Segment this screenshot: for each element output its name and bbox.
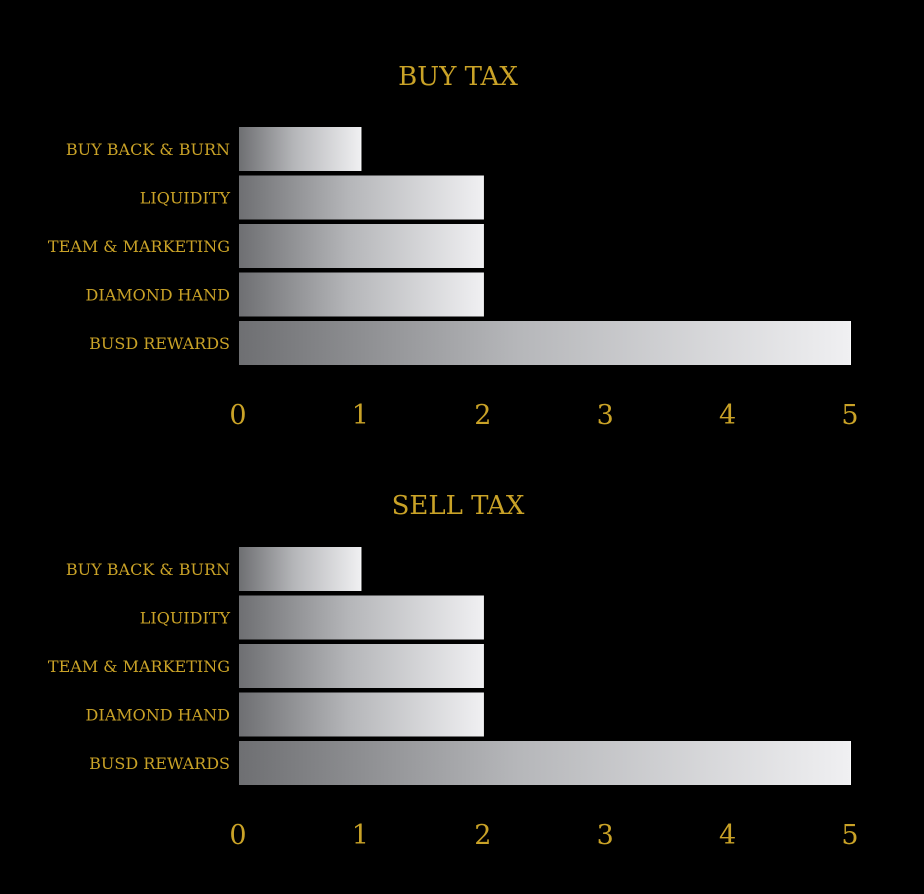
bar (239, 175, 484, 220)
x-tick-label: 1 (352, 400, 369, 431)
category-label: BUY BACK & BURN (66, 140, 230, 159)
x-tick-label: 5 (841, 820, 858, 851)
category-label: TEAM & MARKETING (48, 657, 230, 676)
category-label: BUSD REWARDS (89, 334, 230, 353)
category-label: BUSD REWARDS (89, 754, 230, 773)
category-label: TEAM & MARKETING (48, 237, 230, 256)
category-label: LIQUIDITY (140, 189, 231, 208)
x-tick-label: 2 (474, 400, 491, 431)
category-label: DIAMOND HAND (86, 286, 230, 305)
category-label: BUY BACK & BURN (66, 560, 230, 579)
x-tick-label: 4 (719, 400, 736, 431)
sell-tax-chart: SELL TAX BUY BACK & BURN LIQUIDITY TEAM & M… (48, 491, 859, 851)
x-tick-label: 5 (841, 400, 858, 431)
bar (239, 644, 484, 688)
bar (239, 547, 362, 591)
x-tick-label: 4 (719, 820, 736, 851)
category-label: LIQUIDITY (140, 609, 231, 628)
bar (239, 692, 484, 737)
x-tick-label: 3 (597, 820, 614, 851)
bar (239, 224, 484, 268)
bar (239, 741, 851, 785)
x-tick-label: 3 (597, 400, 614, 431)
category-label: DIAMOND HAND (86, 706, 230, 725)
chart-title: SELL TAX (392, 491, 525, 521)
bar (239, 595, 484, 640)
bar (239, 127, 362, 171)
x-tick-label: 1 (352, 820, 369, 851)
bar (239, 272, 484, 317)
x-tick-label: 2 (474, 820, 491, 851)
x-tick-label: 0 (229, 400, 246, 431)
buy-tax-chart: BUY TAX BUY BACK & BURN LIQUIDITY TEAM & MA… (48, 62, 859, 431)
bar (239, 321, 851, 365)
x-tick-label: 0 (229, 820, 246, 851)
chart-title: BUY TAX (398, 62, 518, 92)
